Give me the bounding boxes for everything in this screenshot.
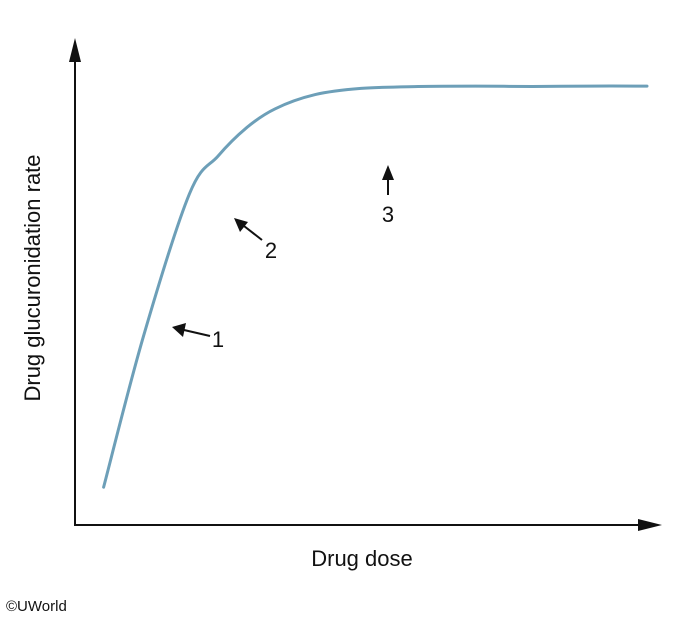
annotation-2-arrowhead — [234, 218, 248, 232]
annotation-2-pointer — [243, 225, 263, 241]
annotation-3-arrowhead — [382, 165, 394, 180]
annotation-3-label: 3 — [382, 202, 394, 227]
annotation-1-label: 1 — [212, 327, 224, 352]
annotation-1: 1 — [172, 323, 224, 352]
annotation-3: 3 — [382, 165, 394, 227]
annotation-2: 2 — [234, 218, 277, 263]
annotation-1-arrowhead — [172, 323, 186, 337]
y-axis-arrowhead — [69, 38, 81, 62]
x-axis-arrowhead — [638, 519, 662, 531]
series-line — [102, 84, 649, 489]
annotation-1-pointer — [183, 329, 211, 337]
annotation-2-label: 2 — [265, 238, 277, 263]
copyright-credit: ©UWorld — [6, 598, 67, 615]
y-axis-title: Drug glucuronidation rate — [20, 154, 45, 401]
x-axis-title: Drug dose — [311, 546, 413, 571]
